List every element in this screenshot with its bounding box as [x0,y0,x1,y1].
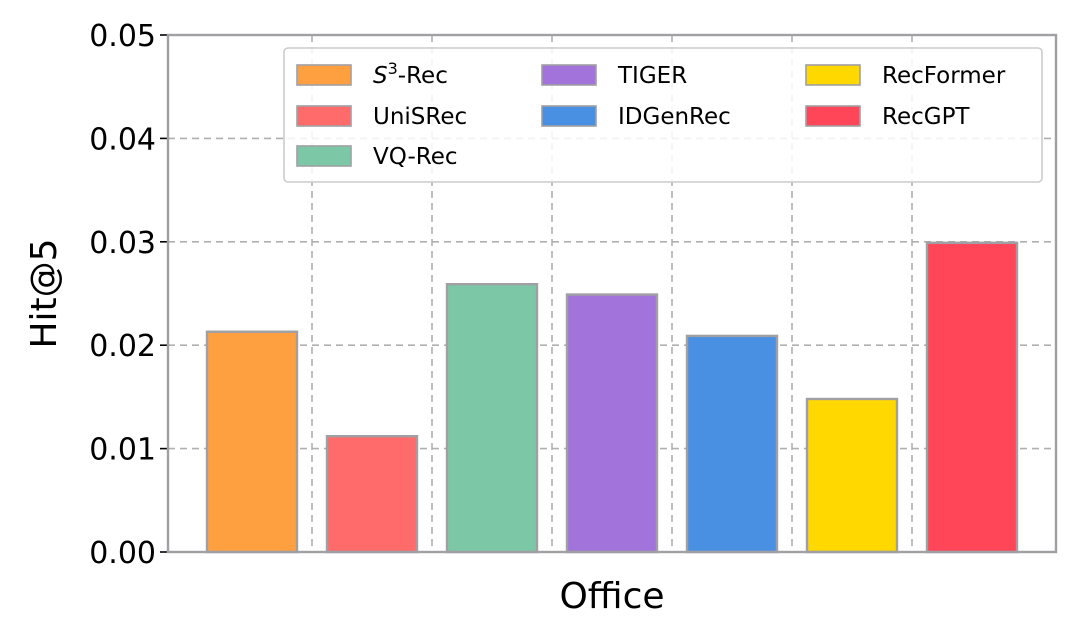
bar-idgenrec [685,334,779,554]
legend-label: IDGenRec [618,104,731,130]
plot-frame [166,33,1058,554]
y-tick-label: 0.02 [89,329,156,364]
legend-swatch [296,145,352,167]
bar-s-rec [205,330,299,554]
bar-vq-rec [445,282,539,554]
legend-swatch [541,105,597,127]
y-tick-label: 0.03 [89,226,156,261]
legend-swatch [296,105,352,127]
legend-item: RecGPT [805,104,970,130]
x-axis-label: Office [559,576,664,617]
legend-swatch [541,64,597,86]
y-tick-label: 0.04 [89,122,156,157]
legend: S3-Rec UniSRec VQ-Rec TIGER IDGenRec RecForme… [283,47,1043,183]
legend-item: VQ-Rec [296,144,458,170]
legend-label: TIGER [617,63,687,89]
y-tick-label: 0.00 [89,536,156,571]
legend-label: UniSRec [373,104,467,130]
legend-swatch [805,64,861,86]
legend-item: TIGER [541,63,687,89]
legend-item: RecFormer [805,63,1006,89]
bar-tiger [565,293,659,554]
legend-item: IDGenRec [541,104,731,130]
legend-label: RecFormer [882,63,1006,89]
bar-unisrec [325,434,419,554]
legend-swatch [296,64,352,86]
legend-label: RecGPT [882,104,970,130]
y-axis-label: Hit@5 [24,238,65,348]
y-tick-label: 0.05 [89,19,156,54]
legend-item: UniSRec [296,104,467,130]
bar-recformer [805,397,899,554]
y-tick-label: 0.01 [89,433,156,468]
y-axis-ticks: 0.00 0.01 0.02 0.03 0.04 0.05 [89,19,168,571]
bars [205,241,1019,554]
legend-label: VQ-Rec [373,144,458,170]
bar-recgpt [925,241,1019,554]
legend-item: S3-Rec [296,59,448,89]
legend-swatch [805,105,861,127]
legend-label: S3-Rec [373,59,448,89]
